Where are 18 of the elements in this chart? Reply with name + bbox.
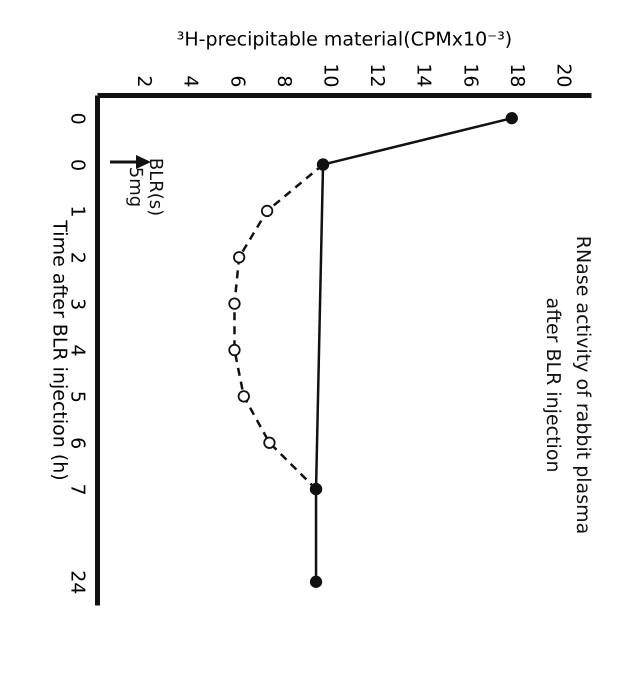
x-tick-label: 2	[133, 75, 156, 88]
x-tick-label: 10	[320, 63, 342, 88]
y-tick-label: 24	[66, 570, 88, 594]
y-tick-label: 0	[66, 159, 88, 172]
x-tick-label: 8	[272, 75, 295, 88]
x-tick-label: 18	[506, 63, 528, 88]
y-tick-label: 1	[66, 205, 88, 218]
annotation: BLR(s) 5mg	[125, 158, 166, 216]
x-tick-label: 12	[366, 63, 388, 88]
y-tick-label: 0	[66, 112, 88, 125]
x-axis-title: ³H-precipitable material(CPMx10⁻³)	[176, 28, 512, 50]
x-tick-label: 16	[459, 63, 482, 88]
x-tick-label: 6	[226, 75, 248, 88]
x-tick-label: 14	[412, 63, 435, 88]
x-tick-label: 20	[552, 63, 575, 88]
text: RNase activity of rabbit plasma after BLR injection	[542, 236, 594, 534]
x-tick-label: 4	[180, 75, 202, 88]
y-tick-label: 7	[66, 484, 88, 496]
